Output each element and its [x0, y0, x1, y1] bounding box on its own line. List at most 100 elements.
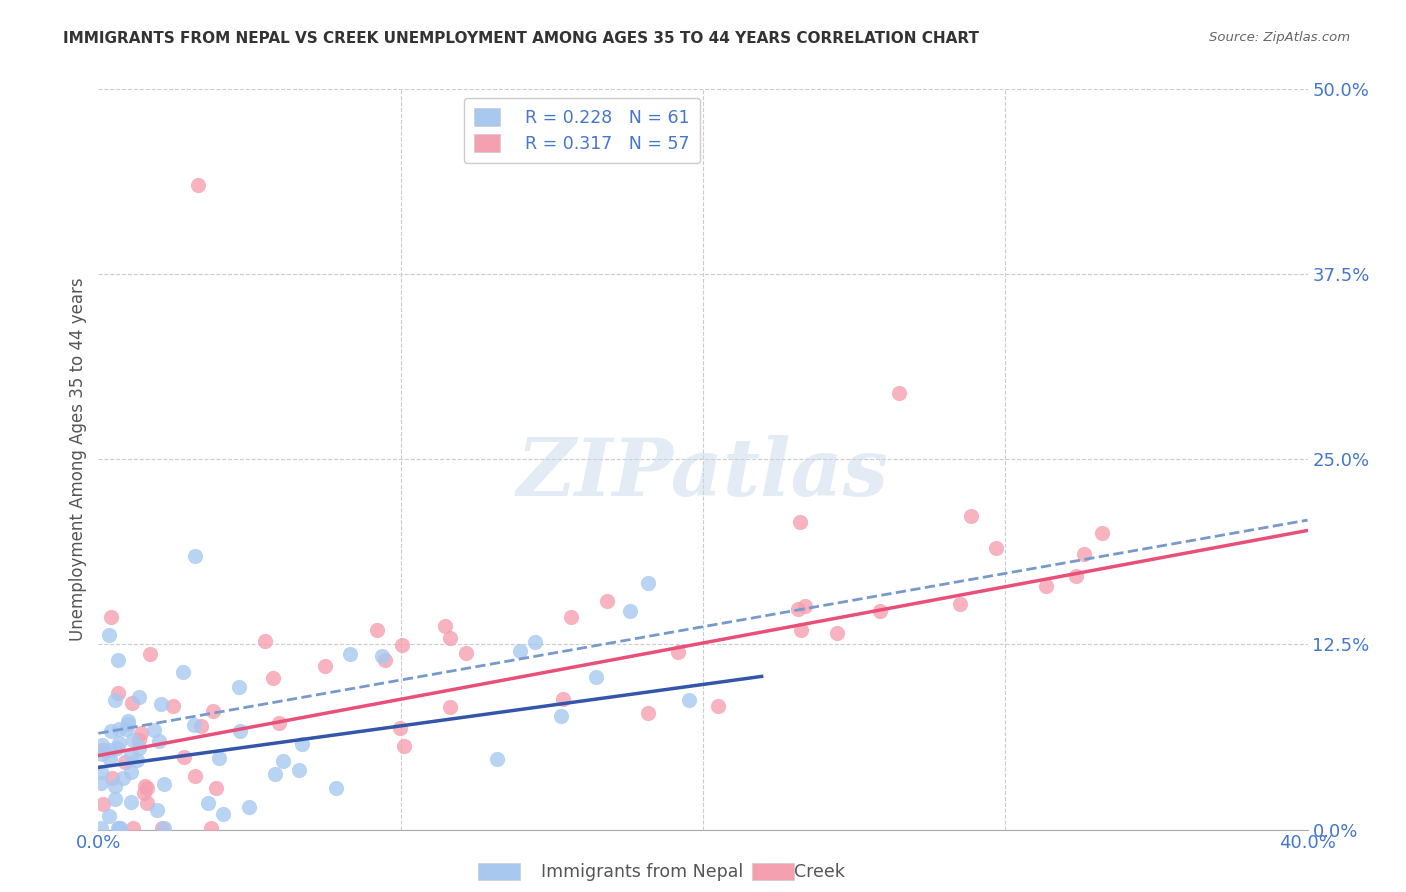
Point: [254, 633, 277, 648]
Point: [263, 767, 285, 781]
Point: [136, 797, 159, 811]
Point: [114, 722, 136, 736]
Point: [238, 800, 260, 814]
Point: [287, 763, 309, 777]
Point: [585, 670, 607, 684]
Point: [129, 726, 152, 740]
Point: [128, 741, 150, 756]
Point: [128, 733, 150, 747]
Point: [370, 649, 392, 664]
Point: [786, 602, 808, 616]
Point: [107, 686, 129, 700]
Point: [391, 638, 413, 652]
Point: [122, 821, 145, 835]
Point: [100, 752, 122, 766]
Point: [152, 821, 174, 835]
Point: [271, 754, 294, 768]
Point: [148, 733, 170, 747]
Point: [619, 604, 641, 618]
Point: [325, 781, 347, 796]
Point: [205, 780, 228, 795]
Point: [117, 714, 139, 728]
Point: [208, 751, 231, 765]
Point: [389, 721, 412, 735]
Point: [134, 786, 156, 800]
Point: [678, 693, 700, 707]
Point: [789, 516, 811, 530]
Point: [98, 809, 121, 823]
Point: [523, 635, 546, 649]
Point: [1091, 526, 1114, 541]
Point: [104, 693, 127, 707]
Text: ZIPatlas: ZIPatlas: [517, 435, 889, 513]
Point: [439, 700, 461, 714]
Text: IMMIGRANTS FROM NEPAL VS CREEK UNEMPLOYMENT AMONG AGES 35 TO 44 YEARS CORRELATIO: IMMIGRANTS FROM NEPAL VS CREEK UNEMPLOYM…: [63, 31, 979, 46]
Point: [595, 594, 617, 608]
Point: [107, 653, 129, 667]
Point: [120, 764, 142, 779]
Point: [291, 737, 314, 751]
Point: [1064, 568, 1087, 582]
Point: [229, 723, 252, 738]
Point: [107, 821, 129, 835]
Point: [825, 625, 848, 640]
Y-axis label: Unemployment Among Ages 35 to 44 years: Unemployment Among Ages 35 to 44 years: [69, 277, 87, 641]
Point: [949, 597, 972, 611]
Point: [366, 623, 388, 637]
Point: [183, 769, 205, 783]
Point: [110, 821, 132, 835]
Point: [100, 610, 122, 624]
Point: [509, 644, 531, 658]
Point: [794, 599, 817, 613]
Point: [486, 752, 509, 766]
Point: [707, 699, 730, 714]
Point: [100, 772, 122, 786]
Point: [314, 658, 336, 673]
Point: [91, 797, 114, 811]
Point: [91, 743, 114, 757]
Point: [637, 575, 659, 590]
Text: Creek: Creek: [794, 863, 845, 881]
Point: [153, 777, 176, 791]
Point: [374, 653, 396, 667]
Text: Immigrants from Nepal: Immigrants from Nepal: [541, 863, 744, 881]
Point: [433, 618, 456, 632]
Point: [267, 716, 290, 731]
Point: [142, 723, 165, 738]
Point: [339, 647, 361, 661]
Point: [153, 821, 176, 835]
Point: [136, 780, 159, 795]
Point: [1073, 547, 1095, 561]
Point: [228, 680, 250, 694]
Point: [666, 645, 689, 659]
Point: [183, 718, 205, 732]
Point: [107, 821, 129, 835]
Point: [173, 750, 195, 764]
Point: [146, 803, 169, 817]
Point: [150, 697, 173, 711]
Point: [456, 646, 478, 660]
Point: [889, 385, 911, 400]
Point: [91, 747, 114, 761]
Point: [789, 623, 811, 637]
Point: [121, 696, 143, 710]
Point: [550, 709, 572, 723]
Point: [637, 706, 659, 720]
Point: [105, 740, 128, 755]
Point: [108, 736, 131, 750]
Point: [117, 717, 139, 731]
Point: [90, 821, 112, 835]
Point: [187, 178, 209, 193]
Point: [984, 541, 1007, 555]
Point: [959, 509, 981, 524]
Point: [551, 691, 574, 706]
Point: [190, 719, 212, 733]
Point: [138, 647, 160, 661]
Point: [104, 779, 127, 793]
Point: [90, 765, 112, 780]
Point: [108, 722, 131, 736]
Point: [120, 747, 142, 762]
Point: [127, 753, 149, 767]
Point: [120, 795, 142, 809]
Text: Source: ZipAtlas.com: Source: ZipAtlas.com: [1209, 31, 1350, 45]
